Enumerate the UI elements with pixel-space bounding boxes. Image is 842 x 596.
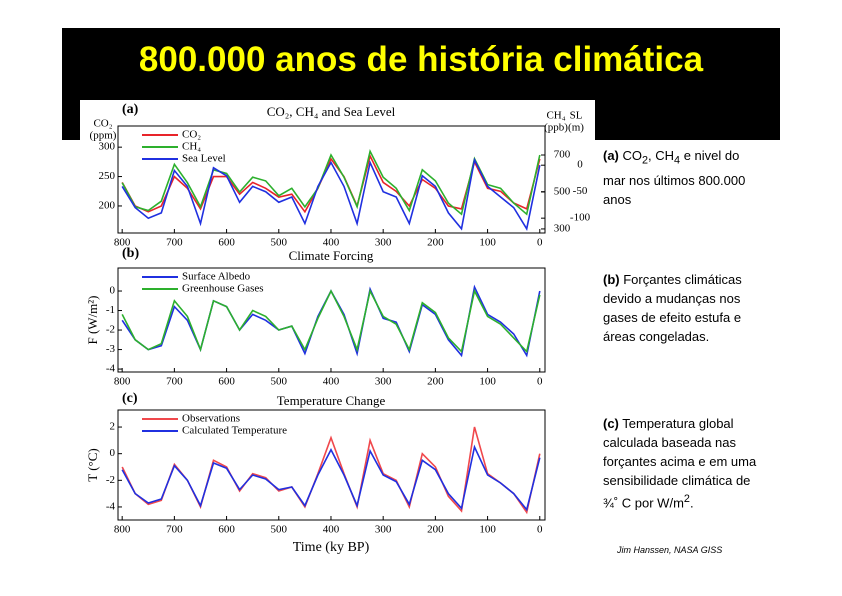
y-axis-label: CO₂ (93, 118, 112, 130)
y3-axis-label: SL (570, 110, 583, 122)
figure-background (80, 100, 595, 562)
y-tick-label: 200 (99, 199, 116, 211)
plot-frame (117, 267, 546, 373)
caption-text: Forçantes climáticas devido a mudanças n… (603, 272, 742, 344)
caption-text: e nivel do mar nos últimos 800.000 anos (603, 148, 746, 207)
panel-title: Climate Forcing (289, 248, 374, 263)
x-tick-label: 800 (114, 524, 131, 536)
y-tick-label: 250 (99, 170, 116, 182)
x-tick-label: 700 (166, 524, 183, 536)
x-tick-label: 700 (166, 376, 183, 388)
x-tick-label: 600 (218, 376, 235, 388)
x-tick-label: 200 (427, 524, 444, 536)
y2-tick-label: 700 (554, 149, 571, 161)
y-tick-label: 300 (99, 141, 116, 153)
y-tick-label: -3 (106, 343, 116, 355)
caption: (a) CO2, CH4 e nivel do mar nos últimos … (603, 146, 761, 209)
x-tick-label: 400 (323, 524, 340, 536)
caption: (c) Temperatura global calculada baseada… (603, 414, 761, 512)
x-tick-label: 100 (479, 376, 496, 388)
caption-text: 2 (642, 154, 649, 167)
caption-text: 4 (674, 154, 681, 167)
x-tick-label: 300 (375, 376, 392, 388)
y-tick-label: 0 (110, 447, 116, 459)
caption-text: . (689, 495, 694, 511)
legend-label: Surface Albedo (182, 271, 251, 283)
x-tick-label: 800 (114, 376, 131, 388)
x-tick-label: 400 (323, 376, 340, 388)
y-tick-label: -2 (106, 324, 115, 336)
y3-tick-label: -50 (573, 185, 588, 197)
x-tick-label: 600 (218, 524, 235, 536)
x-tick-label: 100 (479, 524, 496, 536)
y2-axis-label: (ppb) (544, 122, 568, 134)
data-line (121, 288, 541, 354)
slide-title: 800.000 anos de história climática (138, 40, 704, 79)
x-tick-label: 700 (166, 237, 183, 249)
y-axis-label: F (W/m²) (85, 295, 100, 344)
data-line (121, 157, 541, 231)
panel-label: (b) (122, 246, 139, 261)
x-tick-label: 300 (375, 524, 392, 536)
x-tick-label: 500 (271, 376, 288, 388)
y2-tick-label: 500 (554, 186, 571, 198)
panel-label: (c) (122, 391, 138, 406)
x-tick-label: 500 (271, 524, 288, 536)
y3-axis-label: (m) (568, 122, 584, 134)
plot-frame (117, 125, 546, 234)
legend-label: Greenhouse Gases (182, 283, 264, 295)
panel-title: Temperature Change (277, 393, 386, 408)
data-line (121, 444, 541, 512)
y-tick-label: 2 (110, 421, 116, 433)
panel-title: CO₂, CH₄ and Sea Level (267, 104, 396, 119)
legend-label: Sea Level (182, 153, 226, 165)
caption-text: CO (618, 148, 643, 163)
x-tick-label: 500 (271, 237, 288, 249)
y2-axis-label: CH₄ (546, 110, 565, 122)
x-tick-label: 200 (427, 376, 444, 388)
caption-text: Temperatura global calculada baseada nas… (603, 416, 757, 511)
x-tick-label: 0 (537, 524, 543, 536)
y-tick-label: -4 (106, 500, 116, 512)
caption-text: , CH (648, 148, 675, 163)
data-line (121, 148, 541, 216)
x-tick-label: 800 (114, 237, 131, 249)
y3-tick-label: 0 (577, 159, 583, 171)
legend-label: Calculated Temperature (182, 425, 287, 437)
y-axis-label: (ppm) (90, 130, 117, 142)
x-tick-label: 600 (218, 237, 235, 249)
caption-label: (a) (603, 148, 619, 163)
x-tick-label: 100 (479, 237, 496, 249)
caption: (b) Forçantes climáticas devido a mudanç… (603, 270, 761, 346)
x-tick-label: 200 (427, 237, 444, 249)
plot-frame (117, 409, 546, 521)
y-tick-label: -4 (106, 363, 116, 375)
x-axis-label: Time (ky BP) (293, 540, 370, 555)
y-tick-label: -2 (106, 474, 115, 486)
y-tick-label: -1 (106, 304, 115, 316)
credit: Jim Hanssen, NASA GISS (617, 545, 723, 555)
caption-label: (b) (603, 272, 620, 287)
x-tick-label: 400 (323, 237, 340, 249)
x-tick-label: 0 (537, 237, 543, 249)
x-tick-label: 0 (537, 376, 543, 388)
y-axis-label: T (°C) (85, 448, 100, 481)
legend-label: CO₂ (182, 129, 201, 141)
y-tick-label: 0 (110, 285, 116, 297)
caption-text: 2 (683, 493, 690, 505)
x-tick-label: 300 (375, 237, 392, 249)
y3-tick-label: -100 (570, 212, 591, 224)
legend-label: CH₄ (182, 141, 201, 153)
y2-tick-label: 300 (554, 222, 571, 234)
legend-label: Observations (182, 413, 240, 425)
caption-label: (c) (603, 416, 619, 431)
panel-label: (a) (122, 102, 139, 117)
